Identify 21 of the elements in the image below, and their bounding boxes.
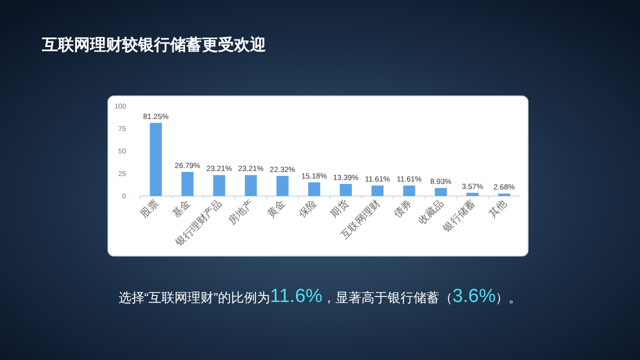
bar bbox=[340, 184, 352, 196]
bar bbox=[434, 188, 447, 196]
text: 选择“互联网理财”的比例为11.6%，显著高于银行储蓄（3.6%）。 bbox=[118, 286, 522, 307]
chart-title: 互联网理财较银行储蓄更受欢迎 bbox=[41, 35, 267, 54]
bar bbox=[181, 172, 194, 196]
bar bbox=[150, 122, 162, 196]
bar bbox=[371, 186, 384, 196]
bar bbox=[403, 186, 416, 196]
bar bbox=[244, 175, 257, 196]
bar bbox=[276, 176, 289, 196]
x-tick-label: 期货 bbox=[328, 198, 351, 220]
x-tick-label: 黄金 bbox=[264, 198, 288, 220]
bar bbox=[308, 182, 320, 196]
bar bbox=[466, 192, 479, 196]
x-tick-label: 保险 bbox=[296, 198, 320, 220]
x-tick-label: 其他 bbox=[486, 198, 510, 220]
x-tick-label: 基金 bbox=[170, 198, 193, 220]
x-tick-label: 债券 bbox=[392, 198, 414, 220]
bar bbox=[213, 175, 226, 196]
x-tick-label: 股票 bbox=[139, 198, 161, 220]
x-tick-label: 房地产 bbox=[226, 198, 256, 228]
